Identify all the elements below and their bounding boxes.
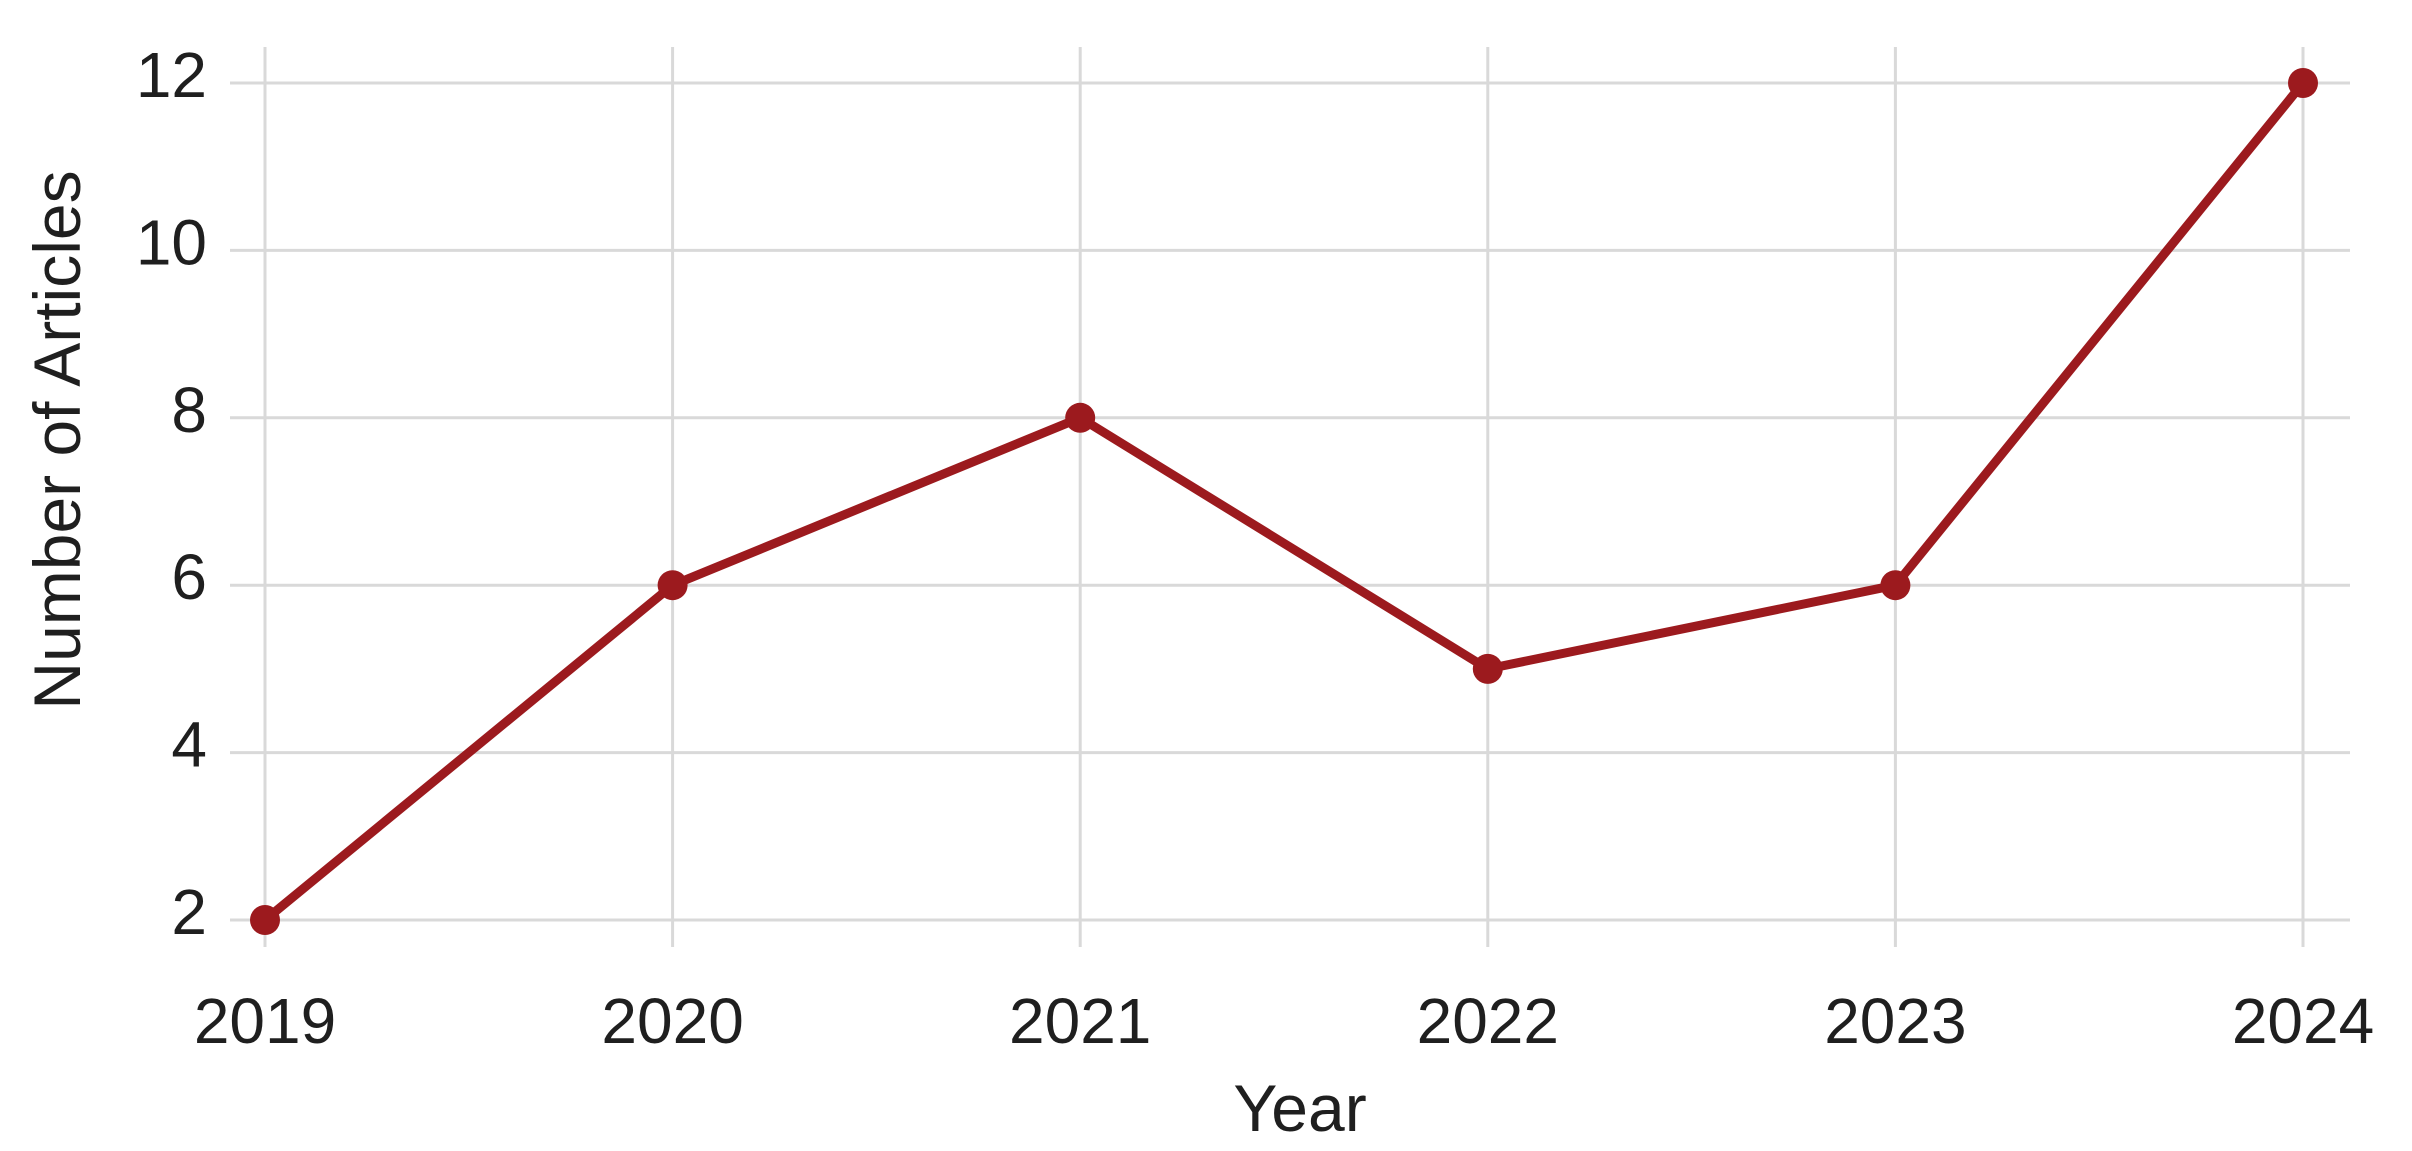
x-axis-title: Year — [1233, 1071, 1367, 1145]
y-tick-label: 6 — [171, 541, 207, 613]
x-tick-label: 2024 — [2232, 985, 2374, 1057]
data-point-marker — [250, 905, 280, 935]
x-tick-label: 2019 — [194, 985, 336, 1057]
series-line — [260, 78, 2308, 925]
data-point-marker — [1472, 653, 1503, 684]
y-tick-label: 12 — [136, 39, 207, 111]
y-tick-label: 10 — [136, 206, 207, 278]
x-tick-label: 2022 — [1417, 985, 1559, 1057]
x-tick-label: 2023 — [1824, 985, 1966, 1057]
data-point-marker — [1880, 570, 1911, 601]
x-tick-label: 2020 — [601, 985, 743, 1057]
data-point-marker — [2288, 68, 2318, 98]
x-tick-label: 2021 — [1009, 985, 1151, 1057]
data-point-marker — [1065, 402, 1096, 433]
y-tick-label: 2 — [171, 876, 207, 948]
y-tick-label: 8 — [171, 374, 207, 446]
y-tick-label: 4 — [171, 709, 207, 781]
data-point-marker — [657, 570, 688, 601]
y-axis-title: Number of Articles — [20, 170, 94, 710]
